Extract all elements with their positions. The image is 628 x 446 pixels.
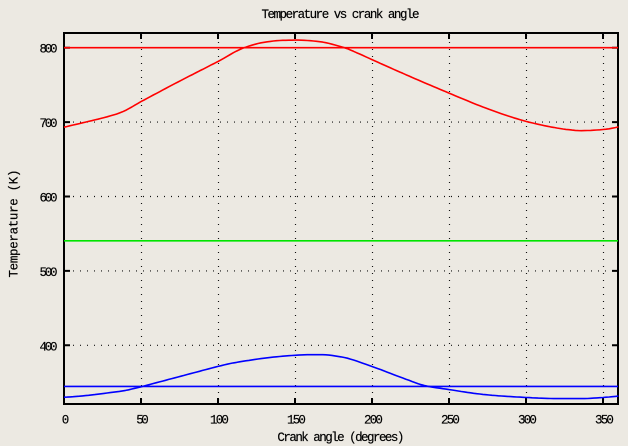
svg-text:400: 400: [40, 340, 58, 354]
svg-text:250: 250: [441, 414, 460, 428]
svg-text:300: 300: [518, 414, 537, 428]
svg-text:Crank angle (degrees): Crank angle (degrees): [277, 431, 404, 445]
svg-text:50: 50: [136, 414, 149, 428]
svg-text:Temperature (K): Temperature (K): [8, 170, 22, 278]
svg-text:600: 600: [40, 192, 58, 206]
svg-text:500: 500: [40, 266, 58, 280]
svg-text:150: 150: [287, 414, 306, 428]
svg-text:Temperature vs crank angle: Temperature vs crank angle: [262, 8, 420, 22]
svg-text:200: 200: [364, 414, 383, 428]
svg-text:100: 100: [210, 414, 229, 428]
svg-text:800: 800: [40, 43, 58, 57]
svg-text:350: 350: [595, 414, 614, 428]
svg-text:0: 0: [62, 414, 70, 428]
svg-text:700: 700: [40, 117, 58, 131]
